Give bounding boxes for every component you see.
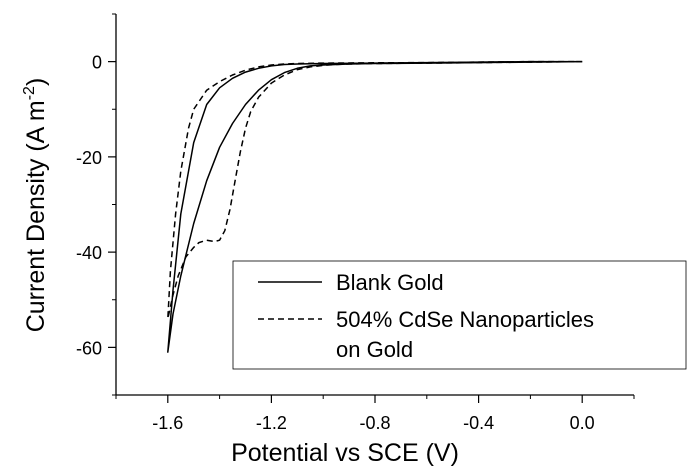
series-line-blank-gold: [167, 60, 583, 353]
x-tick-label: 0.0: [570, 413, 595, 433]
y-axis-label-superscript: -2: [21, 86, 38, 100]
y-axis-label: Current Density (A m-2): [21, 78, 50, 333]
y-tick-label: -20: [76, 148, 102, 168]
y-tick-label: -40: [76, 243, 102, 263]
legend-label-blank-gold: Blank Gold: [336, 270, 444, 295]
legend-label-cdse-line2: on Gold: [336, 337, 413, 362]
series-line-cdse-on-gold: [167, 60, 583, 320]
legend-box: [232, 260, 687, 370]
x-tick-label: -0.4: [463, 413, 494, 433]
legend-label-cdse-line1: 504% CdSe Nanoparticles: [336, 307, 594, 332]
x-tick-label: -0.8: [359, 413, 390, 433]
y-tick-label: -60: [76, 338, 102, 358]
x-tick-label: -1.6: [152, 413, 183, 433]
x-tick-label: -1.2: [256, 413, 287, 433]
x-axis-label: Potential vs SCE (V): [231, 439, 459, 467]
series-layer: [167, 60, 583, 353]
y-tick-label: 0: [92, 53, 102, 73]
legend: Blank Gold 504% CdSe Nanoparticles on Go…: [232, 260, 687, 370]
axis-ticks: -1.6 -1.2 -0.8 -0.4 0.0 0 -20 -40 -60: [76, 13, 635, 433]
y-axis-label-close: ): [22, 78, 50, 86]
y-axis-label-main: Current Density (A m: [22, 100, 50, 332]
